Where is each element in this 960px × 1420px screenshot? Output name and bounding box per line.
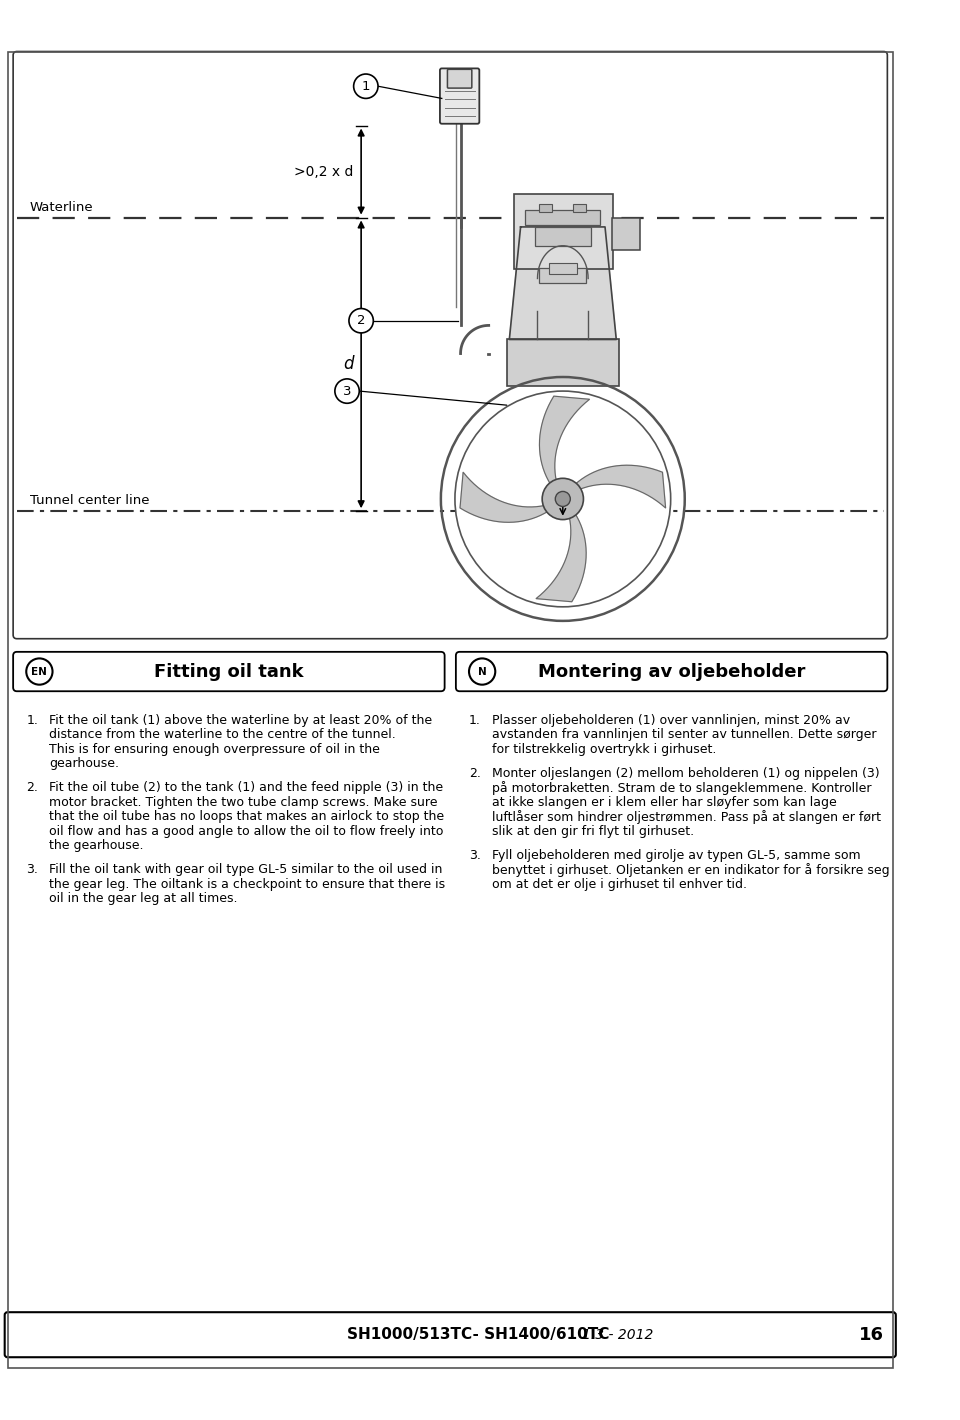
Text: the gearhouse.: the gearhouse. <box>49 839 143 852</box>
Circle shape <box>469 659 495 684</box>
FancyBboxPatch shape <box>549 263 577 274</box>
FancyBboxPatch shape <box>13 652 444 692</box>
FancyBboxPatch shape <box>440 68 479 124</box>
Text: luftlåser som hindrer oljestrømmen. Pass på at slangen er ført: luftlåser som hindrer oljestrømmen. Pass… <box>492 811 880 825</box>
Polygon shape <box>575 466 665 508</box>
Circle shape <box>26 659 53 684</box>
Text: for tilstrekkelig overtrykk i girhuset.: for tilstrekkelig overtrykk i girhuset. <box>492 743 716 755</box>
Circle shape <box>555 491 570 507</box>
Text: Fyll oljebeholderen med girolje av typen GL-5, samme som: Fyll oljebeholderen med girolje av typen… <box>492 849 860 862</box>
Polygon shape <box>510 227 616 339</box>
Text: Monter oljeslangen (2) mellom beholderen (1) og nippelen (3): Monter oljeslangen (2) mellom beholderen… <box>492 767 879 780</box>
Circle shape <box>348 308 373 332</box>
Text: Fitting oil tank: Fitting oil tank <box>154 663 303 680</box>
Text: N: N <box>478 666 487 676</box>
Text: Montering av oljebeholder: Montering av oljebeholder <box>538 663 805 680</box>
Text: 16: 16 <box>858 1326 883 1343</box>
Text: that the oil tube has no loops that makes an airlock to stop the: that the oil tube has no loops that make… <box>49 811 444 824</box>
Text: oil flow and has a good angle to allow the oil to flow freely into: oil flow and has a good angle to allow t… <box>49 825 444 838</box>
Text: d: d <box>343 355 353 373</box>
Text: 1.3 - 2012: 1.3 - 2012 <box>582 1328 653 1342</box>
FancyBboxPatch shape <box>525 210 600 224</box>
Text: Tunnel center line: Tunnel center line <box>30 494 150 507</box>
Text: oil in the gear leg at all times.: oil in the gear leg at all times. <box>49 892 237 906</box>
FancyBboxPatch shape <box>540 268 587 283</box>
Text: Plasser oljebeholderen (1) over vannlinjen, minst 20% av: Plasser oljebeholderen (1) over vannlinj… <box>492 714 850 727</box>
FancyBboxPatch shape <box>612 217 639 250</box>
Polygon shape <box>540 396 589 484</box>
Circle shape <box>335 379 359 403</box>
Text: 3: 3 <box>343 385 351 398</box>
FancyBboxPatch shape <box>540 204 553 212</box>
Text: distance from the waterline to the centre of the tunnel.: distance from the waterline to the centr… <box>49 728 396 741</box>
Polygon shape <box>460 473 548 523</box>
FancyBboxPatch shape <box>507 339 619 386</box>
FancyBboxPatch shape <box>535 227 591 246</box>
Text: slik at den gir fri flyt til girhuset.: slik at den gir fri flyt til girhuset. <box>492 825 694 838</box>
Text: SH1000/513TC- SH1400/610TC: SH1000/513TC- SH1400/610TC <box>348 1328 610 1342</box>
Text: 2.: 2. <box>26 781 38 794</box>
Text: 3.: 3. <box>26 863 38 876</box>
Text: 1: 1 <box>362 80 370 92</box>
Text: 1.: 1. <box>469 714 481 727</box>
Text: 3.: 3. <box>469 849 481 862</box>
FancyBboxPatch shape <box>5 1312 896 1358</box>
Circle shape <box>542 479 584 520</box>
Text: This is for ensuring enough overpressure of oil in the: This is for ensuring enough overpressure… <box>49 743 379 755</box>
FancyBboxPatch shape <box>573 204 587 212</box>
Text: om at det er olje i girhuset til enhver tid.: om at det er olje i girhuset til enhver … <box>492 878 747 890</box>
Text: 2.: 2. <box>469 767 481 780</box>
Text: at ikke slangen er i klem eller har sløyfer som kan lage: at ikke slangen er i klem eller har sløy… <box>492 795 836 809</box>
FancyBboxPatch shape <box>456 652 887 692</box>
Text: avstanden fra vannlinjen til senter av tunnellen. Dette sørger: avstanden fra vannlinjen til senter av t… <box>492 728 876 741</box>
Text: 1.: 1. <box>26 714 38 727</box>
Circle shape <box>455 391 671 606</box>
Circle shape <box>353 74 378 98</box>
FancyBboxPatch shape <box>514 195 612 270</box>
Polygon shape <box>536 513 587 602</box>
FancyBboxPatch shape <box>13 51 887 639</box>
Text: Waterline: Waterline <box>30 200 94 214</box>
Text: EN: EN <box>32 666 47 676</box>
Text: på motorbraketten. Stram de to slangeklemmene. Kontroller: på motorbraketten. Stram de to slangekle… <box>492 781 871 795</box>
Text: motor bracket. Tighten the two tube clamp screws. Make sure: motor bracket. Tighten the two tube clam… <box>49 795 437 809</box>
Text: benyttet i girhuset. Oljetanken er en indikator for å forsikre seg: benyttet i girhuset. Oljetanken er en in… <box>492 863 889 878</box>
FancyBboxPatch shape <box>447 70 471 88</box>
Text: the gear leg. The oiltank is a checkpoint to ensure that there is: the gear leg. The oiltank is a checkpoin… <box>49 878 444 890</box>
Text: Fit the oil tank (1) above the waterline by at least 20% of the: Fit the oil tank (1) above the waterline… <box>49 714 432 727</box>
Text: 2: 2 <box>357 314 366 327</box>
Text: Fill the oil tank with gear oil type GL-5 similar to the oil used in: Fill the oil tank with gear oil type GL-… <box>49 863 443 876</box>
Text: gearhouse.: gearhouse. <box>49 757 119 771</box>
Text: Fit the oil tube (2) to the tank (1) and the feed nipple (3) in the: Fit the oil tube (2) to the tank (1) and… <box>49 781 443 794</box>
Text: >0,2 x d: >0,2 x d <box>295 165 353 179</box>
